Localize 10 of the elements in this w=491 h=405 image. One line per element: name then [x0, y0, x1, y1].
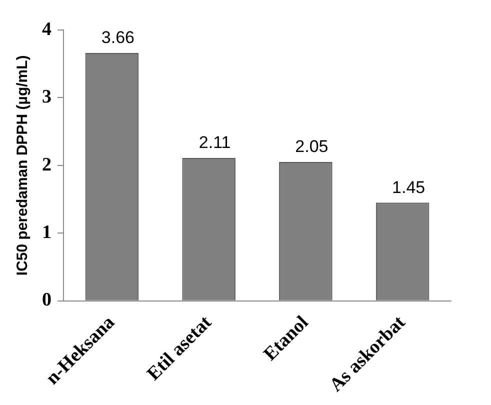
y-tick-label: 1 [42, 222, 52, 244]
data-label: 2.11 [198, 133, 231, 152]
data-label: 3.66 [101, 28, 134, 48]
data-label: 1.45 [392, 178, 426, 197]
y-tick-label: 4 [42, 18, 52, 40]
data-label: 2.05 [295, 137, 328, 156]
y-tick-label: 3 [42, 86, 52, 108]
y-axis-title: IC50 peredaman DPPH (µg/mL) [14, 55, 32, 276]
y-tick-label: 2 [42, 154, 52, 176]
y-tick-label: 0 [42, 290, 52, 311]
